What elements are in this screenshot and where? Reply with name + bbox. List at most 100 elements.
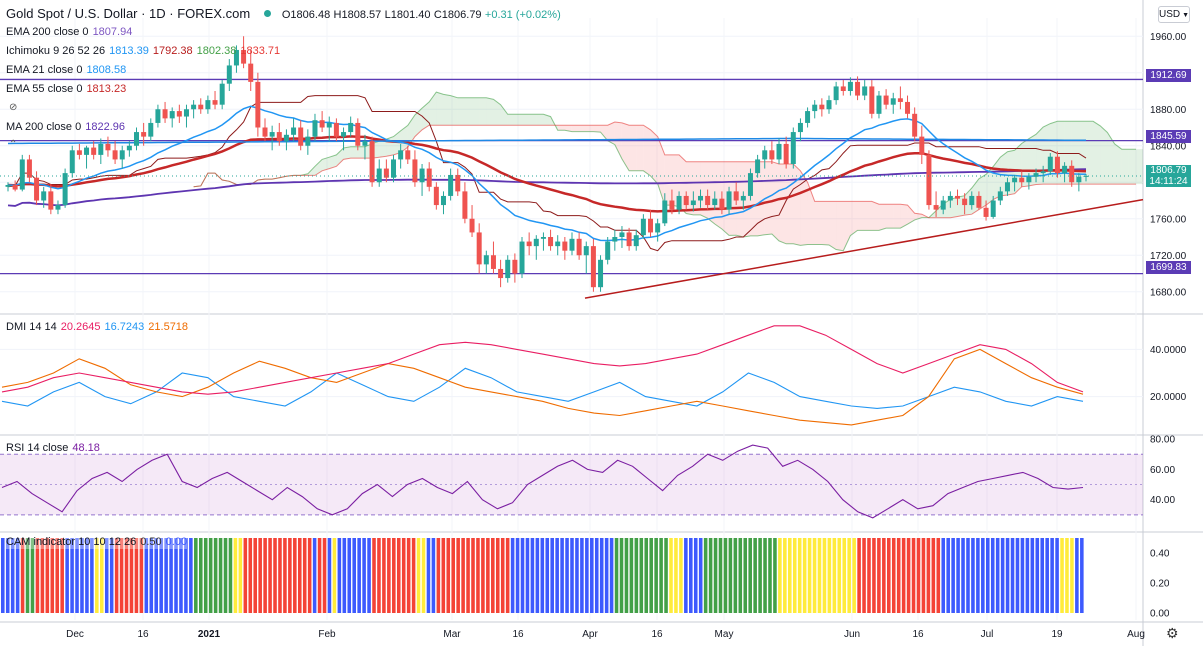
cam-bar — [862, 538, 866, 613]
candle-body — [840, 86, 846, 91]
candle-body — [755, 159, 761, 174]
candle — [569, 232, 575, 256]
legend-rsi[interactable]: RSI 14 close 48.18 — [6, 441, 100, 455]
ohlc-open: O1806.48 — [281, 9, 331, 21]
cam-bar — [550, 538, 554, 613]
candle — [255, 72, 261, 137]
candle-body — [62, 173, 68, 206]
cam-bar — [1, 538, 5, 613]
candle-body — [48, 191, 54, 210]
symbol-title[interactable]: Gold Spot / U.S. Dollar · 1D · FOREX.com — [6, 6, 251, 21]
candle-body — [762, 150, 768, 160]
candle-body — [283, 134, 289, 142]
candle — [783, 136, 789, 169]
legend-ema55[interactable]: EMA 55 close 0 1813.23 — [6, 82, 126, 96]
legend-ma200[interactable]: MA 200 close 0 1822.96 — [6, 120, 125, 134]
ichimoku-cloud-segment — [336, 148, 344, 167]
candle-body — [398, 150, 404, 160]
candle-body — [1026, 176, 1032, 183]
ichimoku-cloud-segment — [721, 161, 730, 236]
ichimoku-cloud-segment — [871, 201, 879, 231]
cam-bar — [194, 538, 198, 613]
candle-body — [1040, 171, 1046, 174]
candle-body — [341, 132, 347, 137]
candle — [126, 141, 132, 157]
cam-bar — [926, 538, 931, 613]
candle-body — [897, 98, 903, 102]
legend-ema21-value: 1808.58 — [86, 64, 127, 76]
cam-bar — [807, 538, 812, 613]
price-label-support-1: 1699.83 — [1146, 261, 1191, 274]
candle — [1054, 151, 1060, 178]
candle-body — [833, 86, 839, 101]
cam-bar — [684, 538, 688, 613]
cam-bar — [981, 538, 985, 613]
cam-bar — [382, 538, 386, 613]
price-label-resistance-1: 1912.69 — [1146, 69, 1191, 82]
ichimoku-cloud-segment — [1128, 149, 1136, 185]
ichimoku-cloud-segment — [686, 161, 694, 215]
price-label-resistance-2: 1845.59 — [1146, 130, 1191, 143]
price-tick-label: 1720.00 — [1150, 251, 1187, 262]
ichimoku-cloud-segment — [450, 95, 458, 126]
candle-body — [312, 120, 318, 137]
ichimoku-cloud-segment — [736, 161, 744, 237]
cam-bar — [842, 538, 847, 613]
candle-body — [1033, 173, 1039, 177]
cam-bar — [317, 538, 322, 613]
ichimoku-cloud-segment — [729, 161, 737, 236]
legend-ichimoku[interactable]: Ichimoku 9 26 52 26 1813.39 1792.38 1802.38… — [6, 44, 280, 58]
chart-settings-gear-icon[interactable]: ⚙ — [1166, 625, 1179, 641]
ichimoku-cloud-segment — [422, 101, 430, 130]
cam-bar — [901, 538, 906, 613]
candle — [369, 136, 375, 187]
cam-bar — [312, 538, 317, 613]
ichimoku-cloud-segment — [850, 201, 858, 236]
candle-body — [933, 205, 939, 210]
cam-bar — [238, 538, 243, 613]
cam-bar — [698, 538, 703, 613]
cam-bar — [936, 538, 941, 613]
currency-selector[interactable]: USD ▼ — [1158, 6, 1190, 23]
cam-bar — [703, 538, 708, 613]
legend-cam[interactable]: CAM indicator 10 10 12 26 0.50 0.00 — [6, 535, 188, 549]
candle — [583, 241, 589, 274]
cam-bar — [347, 538, 352, 613]
cam-bar — [882, 538, 886, 613]
legend-ema21[interactable]: EMA 21 close 0 1808.58 — [6, 63, 126, 77]
candle-body — [797, 122, 803, 133]
candle-body — [733, 191, 739, 201]
candle-body — [19, 159, 25, 190]
collapse-legend-chevron-icon[interactable]: ⌃ — [9, 139, 18, 150]
legend-dmi[interactable]: DMI 14 14 20.2645 16.7243 21.5718 — [6, 320, 188, 334]
candle — [433, 182, 439, 210]
ichimoku-cloud-segment — [522, 114, 530, 126]
candle — [890, 92, 896, 114]
legend-ema200[interactable]: EMA 200 close 0 1807.94 — [6, 25, 132, 39]
candle — [519, 237, 525, 279]
candle-body — [383, 168, 389, 178]
legend-ichimoku-v4: 1833.71 — [240, 45, 281, 57]
candle — [319, 111, 325, 133]
cam-bar — [590, 538, 594, 613]
candle-body — [241, 49, 247, 64]
legend-hidden-eye-icon[interactable]: ⊘ — [9, 102, 18, 113]
candle-body — [605, 241, 611, 260]
cam-bar — [431, 538, 436, 613]
candle — [198, 98, 204, 114]
candle — [291, 118, 297, 142]
cam-bar — [288, 538, 292, 613]
candle — [997, 186, 1003, 206]
candle — [1033, 168, 1039, 183]
ichimoku-cloud-segment — [836, 201, 844, 251]
cam-bar — [258, 538, 262, 613]
candle-body — [997, 191, 1003, 201]
candle — [562, 237, 568, 260]
cam-bar — [1030, 538, 1035, 613]
rsi-tick-label: 80.00 — [1150, 435, 1175, 446]
cam-bar — [604, 538, 609, 613]
ichimoku-cloud-segment — [514, 114, 523, 126]
cam-tick-label: 0.20 — [1150, 579, 1170, 590]
candle-body — [969, 195, 975, 206]
